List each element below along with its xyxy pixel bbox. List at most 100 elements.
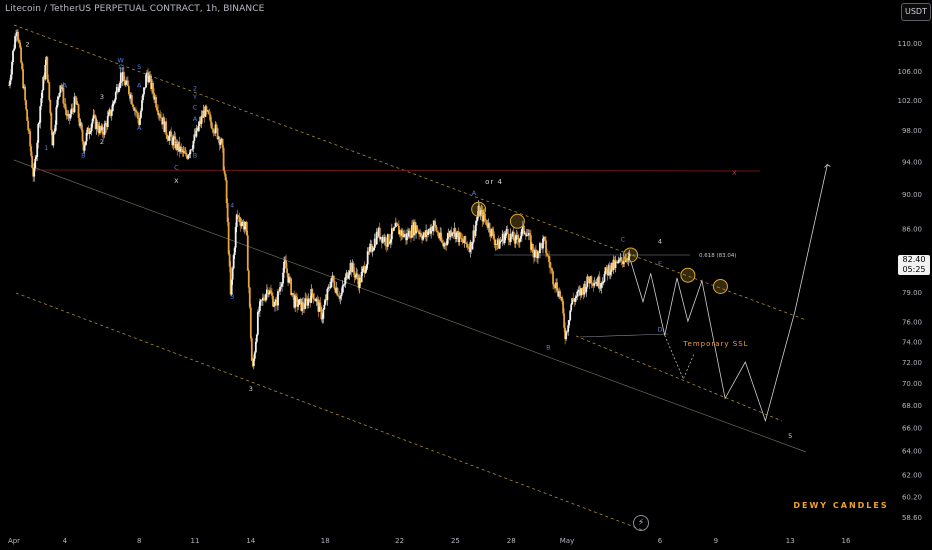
candle-body <box>252 358 255 367</box>
wave-label: 2 <box>26 40 30 48</box>
candle-body <box>600 283 603 288</box>
candle-body <box>577 291 580 293</box>
candle-body <box>145 75 147 88</box>
candle-body <box>429 228 432 234</box>
x-tick-label: 22 <box>395 537 404 545</box>
lightning-icon[interactable]: ⚡ <box>633 515 649 531</box>
candle-body <box>191 148 194 150</box>
candle-body <box>521 225 524 230</box>
candle-body <box>86 127 89 133</box>
x-axis: Apr 4 8 11 14 18 22 25 28 May 6 9 13 16 <box>8 537 851 545</box>
candle-body <box>437 231 440 237</box>
candle-body <box>106 116 109 127</box>
candle-body <box>45 56 48 65</box>
candle-body <box>113 99 116 102</box>
candle-body <box>29 131 32 147</box>
candle-body <box>400 230 402 236</box>
candle-body <box>527 233 530 236</box>
candle-body <box>137 112 139 119</box>
candle-body <box>418 231 420 235</box>
y-tick-label: 60.20 <box>902 494 922 502</box>
candle-body <box>205 106 208 111</box>
candle-body <box>456 231 459 233</box>
inner-channel-line <box>575 335 783 422</box>
candle-body <box>244 221 247 227</box>
y-tick-label: 74.00 <box>902 338 922 346</box>
wave-label: 3 <box>100 93 104 101</box>
x-tick-label: 25 <box>451 537 460 545</box>
candle-body <box>466 243 469 248</box>
candle-body <box>276 299 278 306</box>
candle-body <box>374 238 377 245</box>
candle-body <box>183 150 186 154</box>
candle-body <box>508 240 511 243</box>
candle-body <box>602 281 605 284</box>
currency-button[interactable]: USDT <box>901 3 931 21</box>
candle-body <box>622 261 625 265</box>
x-tick-label: 28 <box>507 537 516 545</box>
candle-body <box>339 296 342 299</box>
candle-body <box>462 242 465 244</box>
candle-body <box>515 235 518 236</box>
candle-body <box>487 223 490 228</box>
candle-body <box>528 233 531 236</box>
candle-body <box>464 236 467 243</box>
candle-body <box>419 233 421 235</box>
candle-body <box>292 292 295 295</box>
candle-body <box>582 289 585 295</box>
candle-body <box>308 298 311 300</box>
candle-body <box>102 134 105 136</box>
candle-body <box>348 271 351 276</box>
y-tick-label: 76.00 <box>902 318 922 326</box>
x-tick-label: 9 <box>714 537 718 545</box>
candle-body <box>156 107 159 111</box>
candle-body <box>628 253 631 257</box>
candle-body <box>364 269 367 274</box>
candle-body <box>342 284 345 287</box>
wave-label: C <box>193 103 198 111</box>
candle-body <box>506 228 509 234</box>
candle-body <box>592 284 595 286</box>
candle-body <box>369 244 372 247</box>
wave-label: X <box>732 169 737 177</box>
candle-body <box>586 276 589 288</box>
candle-body <box>309 299 312 303</box>
candle-body <box>355 273 358 276</box>
candle-body <box>533 252 535 258</box>
candle-body <box>360 271 363 283</box>
candle-body <box>399 230 401 235</box>
candle-body <box>358 277 361 288</box>
candle-body <box>395 222 398 225</box>
candle-body <box>150 75 152 90</box>
candle-body <box>246 235 249 271</box>
wave-label: C <box>621 236 626 244</box>
candle-body <box>140 110 142 118</box>
candle-body <box>414 221 416 234</box>
candle-body <box>248 287 251 308</box>
candle-body <box>101 127 104 135</box>
wave-label: D <box>657 325 662 333</box>
chart-title: Litecoin / TetherUS PERPETUAL CONTRACT, … <box>5 4 265 14</box>
candle-body <box>61 87 64 89</box>
candle-body <box>386 234 389 247</box>
candle-body <box>266 289 268 295</box>
candle-body <box>546 253 548 256</box>
candle-body <box>290 278 292 295</box>
candle-body <box>561 297 564 302</box>
candle-body <box>58 93 61 97</box>
candle-body <box>352 263 355 272</box>
candle-body <box>391 228 394 231</box>
candle-body <box>210 121 213 129</box>
candle-body <box>230 279 233 295</box>
wave-label: 3 <box>230 293 234 301</box>
candle-body <box>96 121 99 130</box>
candle-body <box>228 254 231 267</box>
candle-body <box>477 205 480 216</box>
candle-body <box>613 259 616 268</box>
candle-body <box>463 236 466 244</box>
candle-body <box>144 87 146 89</box>
candle-body <box>526 234 529 236</box>
candle-body <box>390 228 393 240</box>
candle-body <box>62 87 65 104</box>
